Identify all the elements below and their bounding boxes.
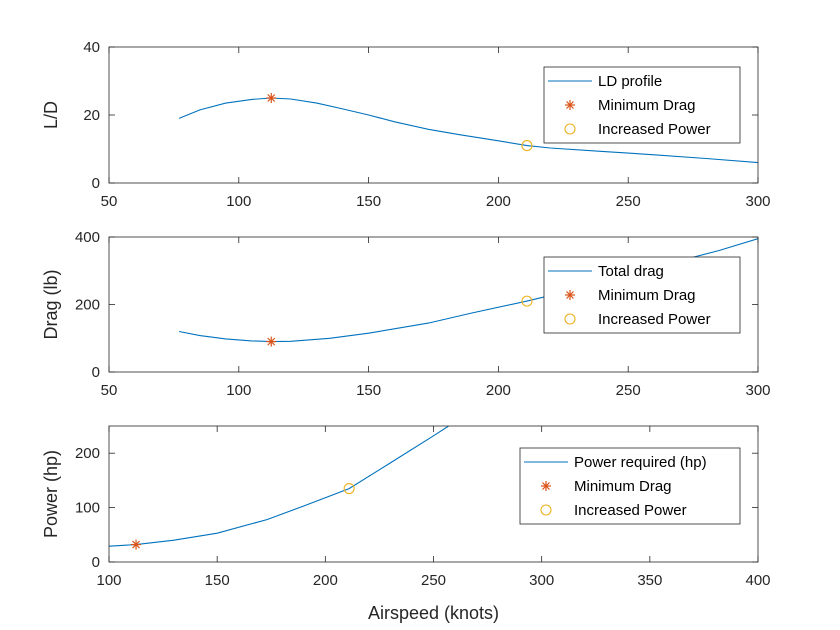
data-point-increased-power <box>521 295 533 307</box>
y-tick-label: 200 <box>75 445 100 462</box>
x-tick-label: 200 <box>313 572 338 589</box>
y-axis-label: Drag (lb) <box>41 269 61 339</box>
legend: LD profile Minimum Drag Increased Power <box>543 66 741 144</box>
y-tick-label: 100 <box>75 500 100 517</box>
legend: Total drag Minimum Drag Increased Power <box>543 256 741 334</box>
y-axis-label: Power (hp) <box>41 450 61 538</box>
x-tick-label: 250 <box>616 382 641 399</box>
x-axis-label: Airspeed (knots) <box>368 603 499 623</box>
x-tick-label: 300 <box>529 572 554 589</box>
legend-asterisk-swatch <box>565 290 575 300</box>
legend-label: Minimum Drag <box>598 287 696 304</box>
data-layer <box>109 426 449 547</box>
legend-label: Total drag <box>598 263 664 280</box>
x-tick-label: 200 <box>486 382 511 399</box>
asterisk-stroke <box>566 291 574 299</box>
legend-label: Minimum Drag <box>598 97 696 114</box>
y-tick-label: 0 <box>92 364 100 381</box>
y-tick-label: 40 <box>83 39 100 56</box>
x-tick-label: 200 <box>486 193 511 210</box>
legend-label: Minimum Drag <box>574 478 672 495</box>
asterisk-stroke <box>542 482 550 490</box>
y-tick-label: 200 <box>75 297 100 314</box>
legend-circle-swatch <box>564 313 576 325</box>
x-tick-label: 150 <box>205 572 230 589</box>
legend-label: Increased Power <box>574 502 687 519</box>
asterisk-stroke <box>132 540 140 549</box>
asterisk-stroke <box>566 101 574 109</box>
legend-asterisk-swatch <box>541 481 551 491</box>
legend-label: Increased Power <box>598 121 711 138</box>
asterisk-stroke <box>267 94 276 102</box>
y-axis-label: L/D <box>41 101 61 129</box>
y-tick-label: 0 <box>92 175 100 192</box>
x-tick-label: 300 <box>745 382 770 399</box>
data-layer <box>178 97 758 164</box>
x-tick-label: 100 <box>226 193 251 210</box>
panel-1: 50 100 150 200 250 300 0 20 40 L/D LD profile Minim… <box>41 39 771 210</box>
legend-label: Increased Power <box>598 311 711 328</box>
legend: Power required (hp) Minimum Drag Increased… <box>519 447 741 525</box>
series-line <box>178 97 758 164</box>
x-tick-label: 150 <box>356 382 381 399</box>
panel-2: 50 100 150 200 250 300 0 200 400 Drag (lb) Total d… <box>41 229 771 399</box>
legend-circle-swatch <box>540 504 552 516</box>
x-tick-label: 350 <box>637 572 662 589</box>
x-tick-label: 50 <box>101 382 118 399</box>
data-point-minimum-drag <box>266 93 277 103</box>
data-point-minimum-drag <box>131 539 142 550</box>
legend-label: Power required (hp) <box>574 454 707 471</box>
y-tick-label: 400 <box>75 229 100 246</box>
x-tick-label: 250 <box>421 572 446 589</box>
x-tick-label: 250 <box>616 193 641 210</box>
data-point-minimum-drag <box>266 336 277 347</box>
x-tick-label: 100 <box>226 382 251 399</box>
asterisk-stroke <box>267 337 276 346</box>
x-tick-label: 100 <box>96 572 121 589</box>
x-tick-label: 150 <box>356 193 381 210</box>
legend-label: LD profile <box>598 73 662 90</box>
x-tick-label: 300 <box>745 193 770 210</box>
data-point-increased-power <box>521 140 533 152</box>
x-tick-label: 50 <box>101 193 118 210</box>
legend-asterisk-swatch <box>565 100 575 110</box>
legend-box <box>519 447 741 525</box>
legend-box <box>543 256 741 334</box>
series-line <box>109 426 449 547</box>
y-tick-label: 0 <box>92 554 100 571</box>
data-point-increased-power <box>343 483 355 495</box>
y-tick-label: 20 <box>83 107 100 124</box>
x-tick-label: 400 <box>745 572 770 589</box>
legend-circle-swatch <box>564 123 576 135</box>
legend-box <box>543 66 741 144</box>
